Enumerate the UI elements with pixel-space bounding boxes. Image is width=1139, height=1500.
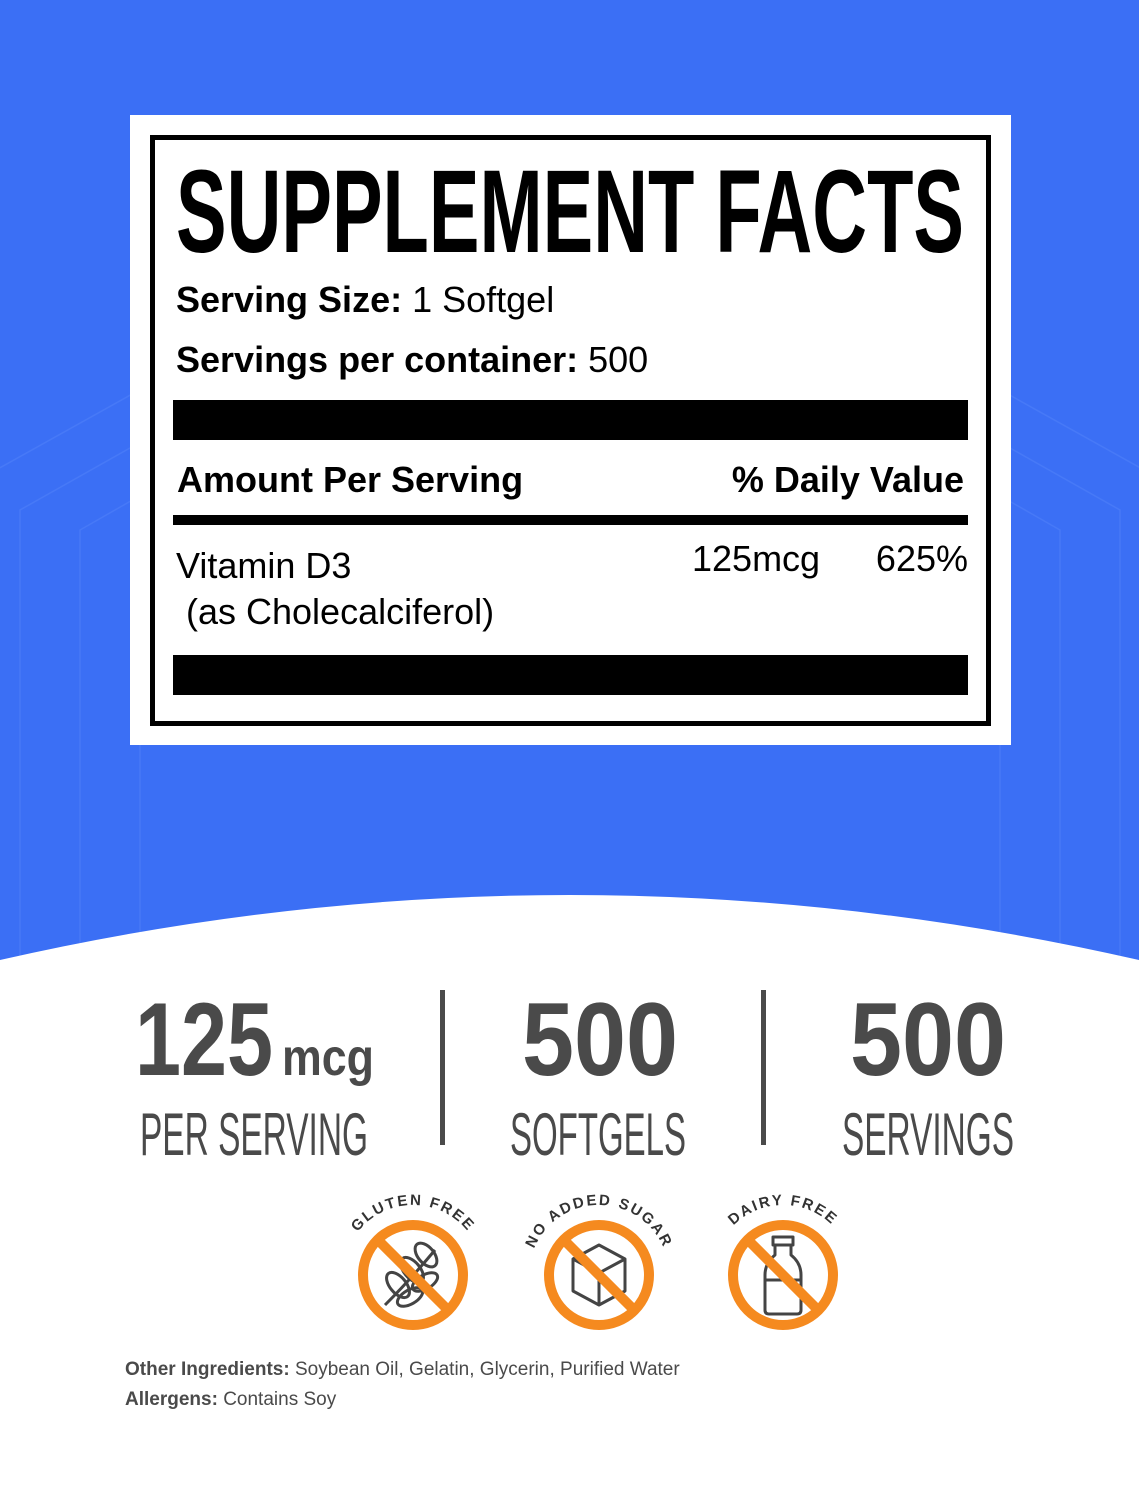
servings-label: Servings per container: xyxy=(176,339,579,380)
amount-per-serving-header: Amount Per Serving xyxy=(177,459,524,500)
daily-value-header: % Daily Value xyxy=(731,459,964,500)
stat-divider xyxy=(440,990,445,1145)
ingredient-amount: 125mcg xyxy=(692,538,821,579)
allergens-label: Allergens: xyxy=(125,1389,218,1410)
other-ingredients-value: Soybean Oil, Gelatin, Glycerin, Purified… xyxy=(294,1359,680,1380)
stat-label: SERVINGS xyxy=(842,1101,1014,1168)
stats-row: 125 mcg 500 500 PER SERVING SOFTGELS SER… xyxy=(135,982,1014,1168)
stat-number: 500 xyxy=(850,982,1006,1098)
thick-divider-bottom xyxy=(173,655,968,695)
stat-label: PER SERVING xyxy=(140,1101,368,1168)
facts-title: SUPPLEMENT FACTS xyxy=(176,155,964,265)
stat-unit: mcg xyxy=(282,1029,374,1087)
serving-size-label: Serving Size: xyxy=(176,279,403,320)
stat-number: 125 xyxy=(135,982,273,1098)
facts-title-text: SUPPLEMENT FACTS xyxy=(176,155,964,265)
other-ingredients-label: Other Ingredients: xyxy=(125,1359,290,1380)
serving-size: Serving Size: 1 Softgel xyxy=(176,280,554,320)
stat-divider xyxy=(761,990,766,1145)
prohibited-circle-icon xyxy=(358,1220,468,1330)
facts-border xyxy=(150,135,991,726)
stat-label: SOFTGELS xyxy=(510,1101,686,1168)
prohibited-circle-icon xyxy=(544,1220,654,1330)
thick-divider xyxy=(173,400,968,440)
ingredient-detail: (as Cholecalciferol) xyxy=(186,591,495,632)
other-ingredients: Other Ingredients: Soybean Oil, Gelatin,… xyxy=(125,1359,680,1381)
servings-per-container: Servings per container: 500 xyxy=(176,340,648,380)
ingredient-name: Vitamin D3 xyxy=(176,545,352,586)
badges-row: GLUTEN FREE NO ADDED SUGAR DAIRY FREE xyxy=(348,1192,839,1330)
allergens-value: Contains Soy xyxy=(223,1389,337,1410)
stat-number: 500 xyxy=(522,982,678,1098)
prohibited-circle-icon xyxy=(728,1220,838,1330)
serving-size-value: 1 Softgel xyxy=(412,279,555,320)
ingredient-daily-value: 625% xyxy=(875,538,968,579)
servings-value: 500 xyxy=(588,339,649,380)
allergens: Allergens: Contains Soy xyxy=(125,1389,336,1411)
medium-divider xyxy=(173,515,968,525)
